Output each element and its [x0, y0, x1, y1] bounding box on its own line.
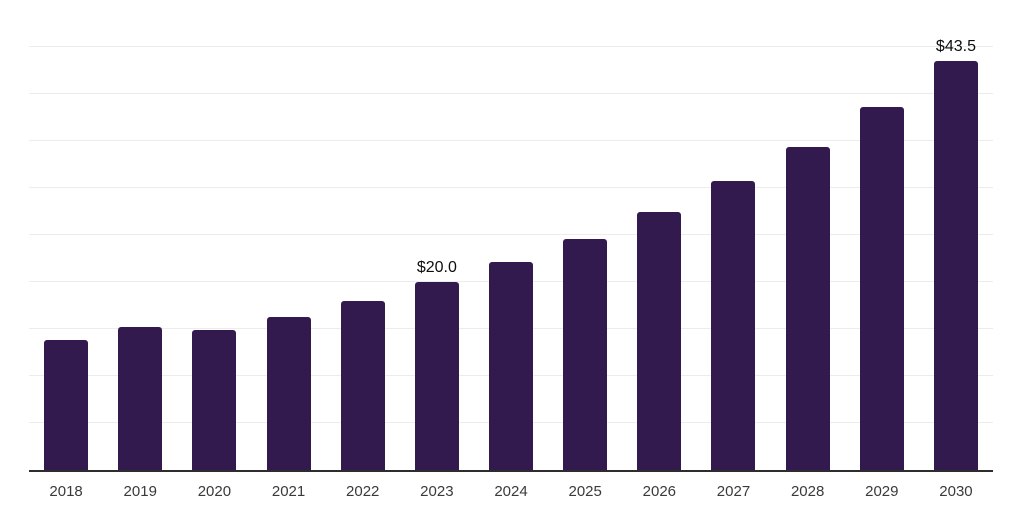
bar — [489, 262, 534, 470]
gridline — [29, 93, 993, 94]
bar-column — [177, 0, 251, 470]
x-tick-label: 2021 — [271, 483, 306, 500]
gridline — [29, 234, 993, 235]
bar-column — [622, 0, 696, 470]
bar — [785, 146, 830, 470]
bar — [118, 327, 163, 470]
bar — [563, 238, 608, 470]
bar-column — [548, 0, 622, 470]
bar-column: $20.0 — [400, 0, 474, 470]
x-tick-label: 2025 — [568, 483, 602, 500]
x-tick-label: 2018 — [49, 483, 83, 500]
x-tick-label: 2020 — [197, 483, 232, 500]
bar-column — [103, 0, 177, 470]
bar-column — [251, 0, 325, 470]
bar — [711, 181, 756, 470]
bar-column — [474, 0, 548, 470]
bar — [266, 316, 311, 470]
x-axis: 2018 2019 2020 2021 2022 2023 2024 2025 2026 2027… — [29, 472, 993, 510]
bar — [192, 329, 237, 470]
bar-value-label: $43.5 — [935, 38, 976, 56]
bar-column — [845, 0, 919, 470]
bar — [414, 282, 459, 470]
bars-row: $20.0 $43.5 — [29, 0, 993, 470]
gridline — [29, 187, 993, 188]
x-tick-label: 2028 — [790, 483, 825, 500]
x-tick-label: 2024 — [494, 483, 528, 500]
x-tick-label: 2027 — [716, 483, 751, 500]
bar — [44, 340, 89, 470]
x-tick-label: 2029 — [865, 483, 899, 500]
bar-column — [29, 0, 103, 470]
bar — [637, 211, 682, 470]
bar-column — [696, 0, 770, 470]
bar — [859, 107, 904, 470]
x-tick-label: 2019 — [123, 483, 157, 500]
plot-area: $20.0 $43.5 — [29, 0, 993, 472]
bar-column: $43.5 — [919, 0, 993, 470]
bar-column — [771, 0, 845, 470]
bar-column — [326, 0, 400, 470]
gridline — [29, 46, 993, 47]
x-tick-label: 2022 — [346, 483, 380, 500]
x-tick-label: 2026 — [642, 483, 677, 500]
gridline — [29, 140, 993, 141]
bar — [340, 300, 385, 470]
bar-value-label: $20.0 — [416, 259, 457, 276]
bar — [933, 61, 978, 470]
x-tick-label: 2030 — [939, 483, 973, 500]
x-tick-label: 2023 — [420, 483, 454, 500]
